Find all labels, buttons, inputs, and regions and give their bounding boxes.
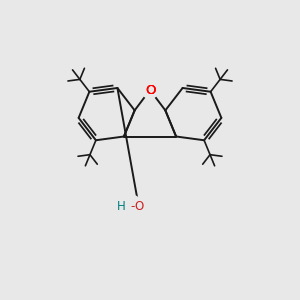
Text: O: O [145, 83, 155, 97]
Circle shape [142, 82, 158, 98]
Text: O: O [145, 83, 155, 97]
Text: -: - [131, 200, 135, 214]
Text: H: H [117, 200, 126, 214]
Text: O: O [134, 200, 143, 214]
Text: O: O [145, 83, 155, 97]
Circle shape [142, 82, 158, 98]
Circle shape [118, 195, 142, 219]
